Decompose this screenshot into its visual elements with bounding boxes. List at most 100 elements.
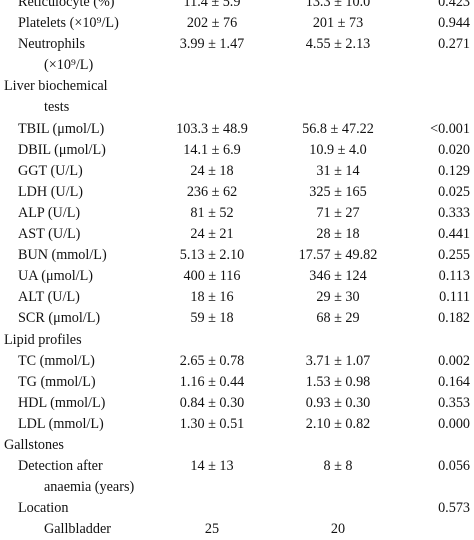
row-label: Gallbladder	[44, 521, 111, 538]
p-value: 0.164	[438, 373, 470, 390]
row-label: GGT (U/L)	[18, 162, 83, 179]
p-value: 0.255	[438, 247, 470, 264]
p-value: 0.182	[438, 310, 470, 327]
p-value: 0.002	[438, 352, 470, 369]
row-label: Detection after	[18, 458, 103, 475]
group1-value: 400 ± 116	[183, 268, 241, 285]
group2-value: 0.93 ± 0.30	[305, 394, 371, 411]
table-row: LDL (mmol/L) 1.30 ± 0.51 2.10 ± 0.82 0.000	[0, 414, 474, 435]
table-row: Location 0.573	[0, 498, 474, 519]
p-value: 0.423	[438, 0, 470, 10]
p-value: <0.001	[430, 120, 470, 137]
group1-value: 202 ± 76	[186, 15, 238, 32]
section-label: Lipid profiles	[4, 331, 82, 348]
table-row: Reticulocyte (%) 11.4 ± 5.9 13.3 ± 10.0 0.4…	[0, 0, 474, 13]
table-row: HDL (mmol/L) 0.84 ± 0.30 0.93 ± 0.30 0.353	[0, 393, 474, 414]
table-row: GGT (U/L) 24 ± 18 31 ± 14 0.129	[0, 161, 474, 182]
table-row: TG (mmol/L) 1.16 ± 0.44 1.53 ± 0.98 0.164	[0, 372, 474, 393]
row-label: Neutrophils	[18, 36, 85, 53]
group2-value: 2.10 ± 0.82	[305, 415, 371, 432]
p-value: 0.111	[439, 289, 470, 306]
table-row: SCR (μmol/L) 59 ± 18 68 ± 29 0.182	[0, 308, 474, 329]
table-row: tests	[0, 97, 474, 118]
p-value: 0.333	[438, 204, 470, 221]
group2-value: 20	[330, 521, 346, 538]
table-row: (×10⁹/L)	[0, 55, 474, 76]
p-value: 0.020	[438, 141, 470, 158]
row-label: ALP (U/L)	[18, 204, 81, 221]
group2-value: 71 ± 27	[316, 204, 360, 221]
p-value: 0.573	[438, 500, 470, 517]
p-value: 0.025	[438, 183, 470, 200]
group2-value: 346 ± 124	[309, 268, 367, 285]
group2-value: 31 ± 14	[316, 162, 360, 179]
group1-value: 81 ± 52	[190, 204, 234, 221]
p-value: 0.944	[438, 15, 470, 32]
table-row: AST (U/L) 24 ± 21 28 ± 18 0.441	[0, 224, 474, 245]
group2-value: 325 ± 165	[309, 183, 367, 200]
row-label: HDL (mmol/L)	[18, 394, 106, 411]
p-value: 0.113	[438, 268, 470, 285]
table-row: anaemia (years)	[0, 477, 474, 498]
section-header-row: Lipid profiles	[0, 330, 474, 351]
group1-value: 14 ± 13	[190, 458, 234, 475]
row-label: ALT (U/L)	[18, 289, 80, 306]
row-label: Platelets (×10⁹/L)	[18, 15, 119, 32]
section-label: Gallstones	[4, 436, 64, 453]
group1-value: 59 ± 18	[190, 310, 234, 327]
row-label: TG (mmol/L)	[18, 373, 96, 390]
group2-value: 17.57 ± 49.82	[298, 247, 378, 264]
group2-value: 3.71 ± 1.07	[305, 352, 371, 369]
group1-value: 1.30 ± 0.51	[179, 415, 245, 432]
group2-value: 28 ± 18	[316, 226, 360, 243]
p-value: 0.129	[438, 162, 470, 179]
table-row: TC (mmol/L) 2.65 ± 0.78 3.71 ± 1.07 0.002	[0, 351, 474, 372]
table-row: Gallbladder 25 20	[0, 519, 474, 540]
group1-value: 18 ± 16	[190, 289, 234, 306]
p-value: 0.000	[438, 415, 470, 432]
section-header-row: Gallstones	[0, 435, 474, 456]
group2-value: 29 ± 30	[316, 289, 360, 306]
row-label: DBIL (μmol/L)	[18, 141, 106, 158]
group2-value: 13.3 ± 10.0	[305, 0, 371, 10]
row-label: BUN (mmol/L)	[18, 247, 107, 264]
p-value: 0.353	[438, 394, 470, 411]
row-label: Location	[18, 500, 69, 517]
row-label: AST (U/L)	[18, 226, 81, 243]
section-label: Liver biochemical	[4, 78, 108, 95]
group1-value: 24 ± 18	[190, 162, 234, 179]
table-row: Platelets (×10⁹/L) 202 ± 76 201 ± 73 0.944	[0, 13, 474, 34]
group2-value: 56.8 ± 47.22	[302, 120, 374, 137]
group1-value: 3.99 ± 1.47	[179, 36, 245, 53]
table-row: ALP (U/L) 81 ± 52 71 ± 27 0.333	[0, 203, 474, 224]
group1-value: 0.84 ± 0.30	[179, 394, 245, 411]
row-label: UA (μmol/L)	[18, 268, 93, 285]
p-value: 0.441	[438, 226, 470, 243]
row-label: Reticulocyte (%)	[18, 0, 115, 10]
p-value: 0.056	[438, 458, 470, 475]
row-label: SCR (μmol/L)	[18, 310, 101, 327]
row-label: (×10⁹/L)	[44, 57, 94, 74]
table-row: ALT (U/L) 18 ± 16 29 ± 30 0.111	[0, 287, 474, 308]
table-row: Detection after 14 ± 13 8 ± 8 0.056	[0, 456, 474, 477]
group1-value: 5.13 ± 2.10	[179, 247, 245, 264]
row-label: LDH (U/L)	[18, 183, 84, 200]
row-label: tests	[44, 99, 70, 116]
table-row: TBIL (μmol/L) 103.3 ± 48.9 56.8 ± 47.22 <0.…	[0, 119, 474, 140]
group1-value: 24 ± 21	[190, 226, 234, 243]
section-header-row: Liver biochemical	[0, 76, 474, 97]
table-row: LDH (U/L) 236 ± 62 325 ± 165 0.025	[0, 182, 474, 203]
group2-value: 8 ± 8	[323, 458, 353, 475]
p-value: 0.271	[438, 36, 470, 53]
group1-value: 14.1 ± 6.9	[183, 141, 241, 158]
row-label: anaemia (years)	[44, 479, 135, 496]
row-label: LDL (mmol/L)	[18, 415, 104, 432]
row-label: TC (mmol/L)	[18, 352, 95, 369]
group1-value: 103.3 ± 48.9	[176, 120, 248, 137]
group1-value: 11.4 ± 5.9	[183, 0, 241, 10]
table-row: DBIL (μmol/L) 14.1 ± 6.9 10.9 ± 4.0 0.020	[0, 140, 474, 161]
group1-value: 1.16 ± 0.44	[179, 373, 245, 390]
table-row: Neutrophils 3.99 ± 1.47 4.55 ± 2.13 0.271	[0, 34, 474, 55]
group2-value: 10.9 ± 4.0	[309, 141, 367, 158]
